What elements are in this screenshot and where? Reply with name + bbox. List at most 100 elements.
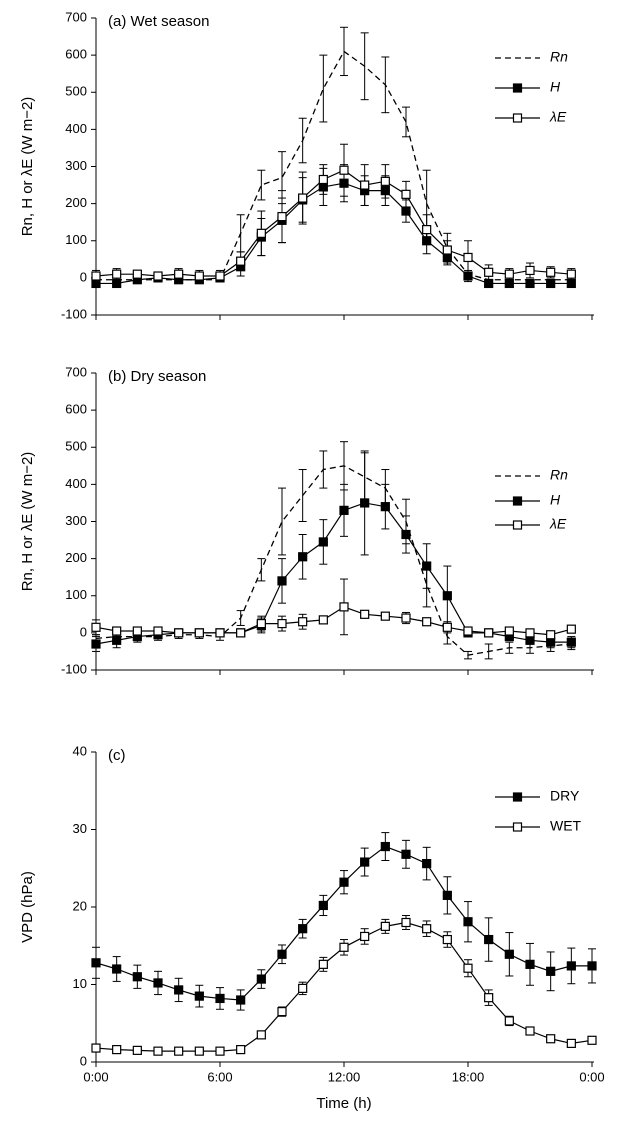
data-point: [339, 877, 349, 887]
data-point: [112, 269, 122, 279]
data-point: [442, 245, 452, 255]
legend-label: Rn: [550, 467, 568, 483]
x-tick-label: 0:00: [579, 1069, 604, 1084]
legend-marker: [512, 792, 523, 802]
y-tick-label: 200: [65, 195, 87, 210]
data-point: [422, 225, 432, 235]
data-point: [525, 265, 535, 276]
data-point: [463, 917, 473, 927]
data-point: [215, 1046, 225, 1056]
data-point: [112, 635, 122, 645]
error-bar: [257, 169, 266, 201]
legend-label: H: [550, 79, 561, 95]
data-point: [236, 256, 246, 266]
data-point: [153, 1046, 163, 1056]
data-point: [422, 858, 432, 869]
y-tick-label: 30: [73, 821, 87, 836]
data-point: [174, 985, 184, 995]
y-tick-label: 500: [65, 439, 87, 454]
data-point: [380, 841, 390, 852]
data-point: [380, 176, 390, 186]
legend-label: H: [550, 492, 561, 508]
data-point: [236, 995, 246, 1005]
series-line: [95, 845, 592, 1001]
data-point: [277, 576, 287, 586]
legend-marker: [512, 520, 523, 530]
data-point: [298, 924, 308, 934]
y-tick-label: 100: [65, 232, 87, 247]
data-point: [91, 958, 101, 968]
data-point: [174, 269, 184, 279]
data-point: [546, 966, 556, 976]
data-point: [360, 931, 370, 942]
data-point: [91, 622, 101, 632]
legend-marker: [512, 822, 523, 832]
data-point: [525, 278, 535, 289]
data-point: [504, 949, 514, 959]
data-point: [174, 628, 184, 638]
data-point: [277, 212, 287, 222]
panel-title: (b) Dry season: [108, 368, 206, 385]
data-point: [132, 269, 142, 279]
data-point: [546, 637, 556, 647]
data-point: [112, 964, 122, 974]
x-tick-label: 0:00: [83, 1069, 108, 1084]
data-point: [91, 639, 101, 649]
error-bar: [278, 487, 286, 556]
panel: -100 0 100 200 300 400 500 600 700 (a) Wet season…: [19, 9, 594, 321]
legend-label: WET: [550, 818, 582, 834]
data-point: [401, 206, 411, 216]
legend-marker: [512, 113, 523, 123]
data-point: [298, 552, 308, 562]
y-axis-label: VPD (hPa): [19, 871, 36, 943]
data-point: [525, 1026, 535, 1036]
data-point: [153, 626, 163, 636]
error-bar: [319, 54, 328, 123]
data-point: [91, 271, 101, 281]
y-tick-label: 20: [73, 898, 87, 913]
data-point: [546, 1034, 556, 1044]
data-point: [360, 498, 370, 508]
data-point: [546, 278, 556, 289]
y-tick-label: 400: [65, 476, 87, 491]
series-line: [95, 606, 572, 636]
data-point: [442, 622, 452, 632]
legend-label: λE: [549, 109, 567, 125]
data-point: [318, 900, 328, 911]
data-point: [277, 618, 287, 629]
y-tick-label: -100: [61, 661, 87, 676]
y-tick-label: 600: [65, 402, 87, 417]
data-point: [401, 917, 411, 928]
data-point: [360, 857, 370, 867]
y-tick-label: 10: [73, 976, 87, 991]
data-point: [566, 269, 576, 279]
data-point: [174, 1046, 184, 1056]
panel: -100 0 100 200 300 400 500 600 700 (b) Dry season…: [19, 364, 594, 676]
data-point: [504, 278, 514, 289]
data-point: [360, 180, 370, 190]
y-tick-label: -100: [61, 306, 87, 321]
panel-title: (a) Wet season: [108, 13, 209, 30]
legend-label: Rn: [550, 49, 568, 65]
data-point: [546, 267, 556, 277]
data-point: [236, 1044, 246, 1055]
data-point: [339, 602, 349, 612]
x-axis-label: Time (h): [316, 1095, 371, 1112]
data-point: [504, 269, 514, 279]
panel-title: (c): [108, 747, 126, 764]
data-point: [277, 1007, 287, 1017]
series-line: [95, 465, 572, 656]
data-point: [132, 626, 142, 636]
data-point: [401, 529, 411, 540]
y-axis-label: Rn, H or λE (W m−2): [19, 452, 36, 592]
data-point: [256, 974, 266, 984]
data-point: [194, 1046, 204, 1056]
data-point: [504, 626, 514, 636]
data-point: [339, 505, 349, 515]
data-point: [360, 609, 370, 619]
data-point: [318, 174, 328, 185]
data-point: [132, 972, 142, 982]
series-line: [96, 182, 572, 285]
data-point: [484, 278, 494, 289]
data-point: [256, 228, 266, 238]
